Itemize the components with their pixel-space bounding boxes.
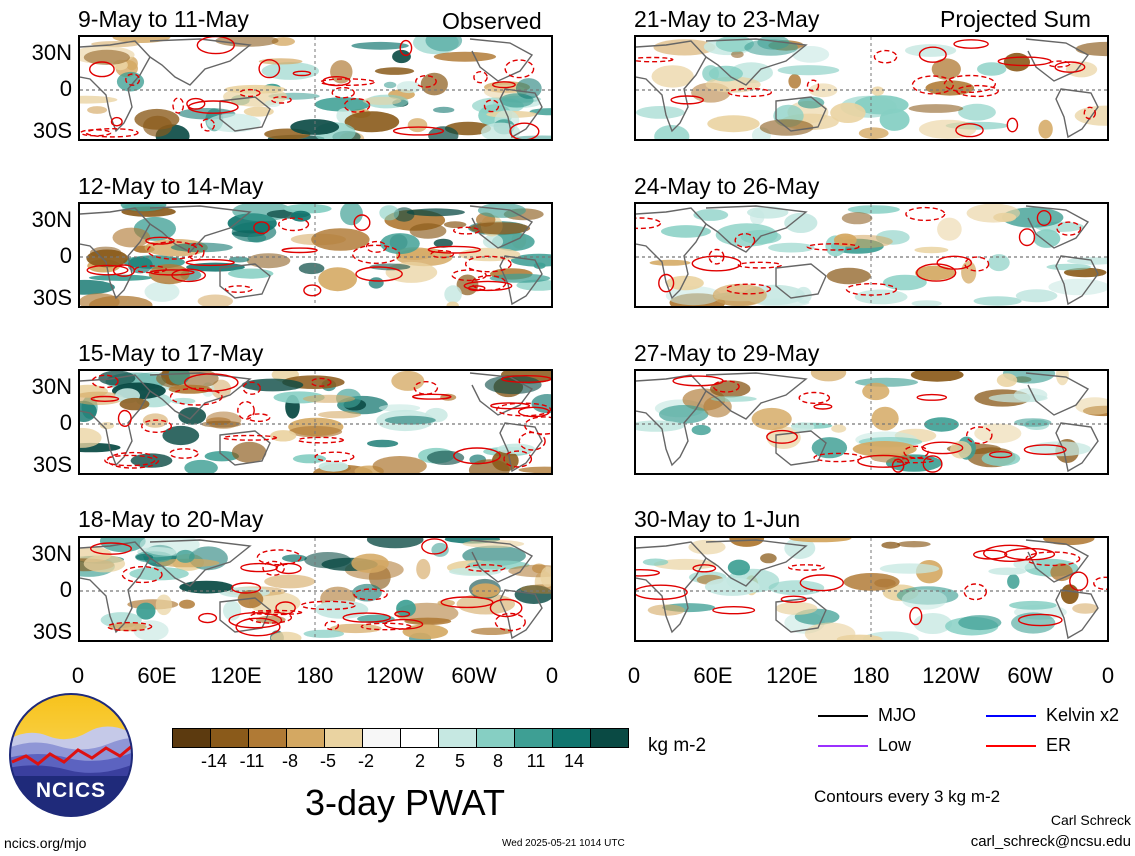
colorbar-swatch <box>401 729 439 747</box>
lat-label-30n: 30N <box>31 40 72 65</box>
footer-author: Carl Schreck <box>1050 812 1131 828</box>
lon-label: 0 <box>1101 663 1115 688</box>
map-panel-2 <box>634 35 1109 141</box>
lat-label-0: 0 <box>59 410 72 435</box>
panel-title-6: 27-May to 29-May <box>634 340 820 366</box>
projected-sum-label: Projected Sum <box>940 6 1091 32</box>
legend-line-low <box>818 745 868 747</box>
colorbar-tick-label: 5 <box>454 751 465 771</box>
lon-label: 60W <box>1007 663 1053 688</box>
footer-email[interactable]: carl_schreck@ncsu.edu <box>970 833 1131 850</box>
lon-label: 60E <box>693 663 733 688</box>
lon-label: 180 <box>852 663 890 688</box>
lon-label: 120W <box>922 663 980 688</box>
colorbar-swatch <box>553 729 591 747</box>
lat-label-30n: 30N <box>31 541 72 566</box>
colorbar-swatch <box>249 729 287 747</box>
lat-label-30s: 30S <box>32 285 72 310</box>
lat-label-0: 0 <box>59 76 72 101</box>
colorbar-tick-label: 11 <box>526 751 546 771</box>
colorbar-swatch <box>211 729 249 747</box>
lon-label: 60W <box>451 663 497 688</box>
lat-label-30s: 30S <box>32 619 72 644</box>
main-title: 3-day PWAT <box>304 782 506 823</box>
colorbar-swatch <box>173 729 211 747</box>
lat-label-30n: 30N <box>31 207 72 232</box>
legend-line-er <box>986 745 1036 747</box>
panel-title-4: 24-May to 26-May <box>634 173 820 199</box>
panel-title-8: 30-May to 1-Jun <box>634 506 801 532</box>
colorbar <box>172 728 629 748</box>
map-panel-7 <box>78 536 553 642</box>
colorbar-tick-label: 14 <box>563 751 585 771</box>
colorbar-swatch <box>515 729 553 747</box>
contours-note: Contours every 3 kg m-2 <box>814 787 1001 806</box>
lon-label: 180 <box>296 663 334 688</box>
colorbar-tick-label: 8 <box>492 751 503 771</box>
lon-label: 120E <box>210 663 262 688</box>
colorbar-swatch <box>325 729 363 747</box>
lat-label-0: 0 <box>59 577 72 602</box>
ncics-logo: NCICS <box>8 692 134 818</box>
panel-title-7: 18-May to 20-May <box>78 506 264 532</box>
legend-label-low: Low <box>878 735 912 755</box>
legend-line-mjo <box>818 715 868 717</box>
map-panel-1 <box>78 35 553 141</box>
lat-label-30s: 30S <box>32 452 72 477</box>
colorbar-tick-label: -14 <box>200 751 227 771</box>
footer-timestamp: Wed 2025-05-21 1014 UTC <box>502 838 625 849</box>
colorbar-unit: kg m-2 <box>648 735 707 756</box>
lon-label: 0 <box>627 663 641 688</box>
colorbar-tick-label: 2 <box>414 751 425 771</box>
lon-label: 0 <box>545 663 559 688</box>
colorbar-tick-label: -8 <box>281 751 298 771</box>
logo-text: NCICS <box>35 779 107 802</box>
lat-label-30s: 30S <box>32 118 72 143</box>
panel-title-2: 21-May to 23-May <box>634 6 820 32</box>
panel-title-5: 15-May to 17-May <box>78 340 264 366</box>
legend-label-er: ER <box>1046 735 1072 755</box>
lon-label: 120W <box>366 663 424 688</box>
panel-title-3: 12-May to 14-May <box>78 173 264 199</box>
legend-label-kelvin: Kelvin x2 <box>1046 705 1120 725</box>
lon-label: 0 <box>71 663 85 688</box>
lon-label: 60E <box>137 663 177 688</box>
map-panel-5 <box>78 369 553 475</box>
map-panel-6 <box>634 369 1109 475</box>
map-panel-3 <box>78 202 553 308</box>
colorbar-swatch <box>287 729 325 747</box>
colorbar-tick-label: -2 <box>357 751 374 771</box>
lat-label-30n: 30N <box>31 374 72 399</box>
legend-line-kelvin <box>986 715 1036 717</box>
colorbar-swatch <box>363 729 401 747</box>
colorbar-tick-label: -5 <box>319 751 336 771</box>
legend-label-mjo: MJO <box>878 705 916 725</box>
map-panel-8 <box>634 536 1109 642</box>
observed-label: Observed <box>442 8 542 34</box>
map-panel-4 <box>634 202 1109 308</box>
panel-title-1: 9-May to 11-May <box>78 6 249 32</box>
lat-label-0: 0 <box>59 243 72 268</box>
colorbar-swatch <box>591 729 628 747</box>
lon-label: 120E <box>766 663 818 688</box>
colorbar-swatch <box>439 729 477 747</box>
footer-site[interactable]: ncics.org/mjo <box>4 835 87 851</box>
colorbar-tick-label: -11 <box>239 751 265 771</box>
colorbar-swatch <box>477 729 515 747</box>
